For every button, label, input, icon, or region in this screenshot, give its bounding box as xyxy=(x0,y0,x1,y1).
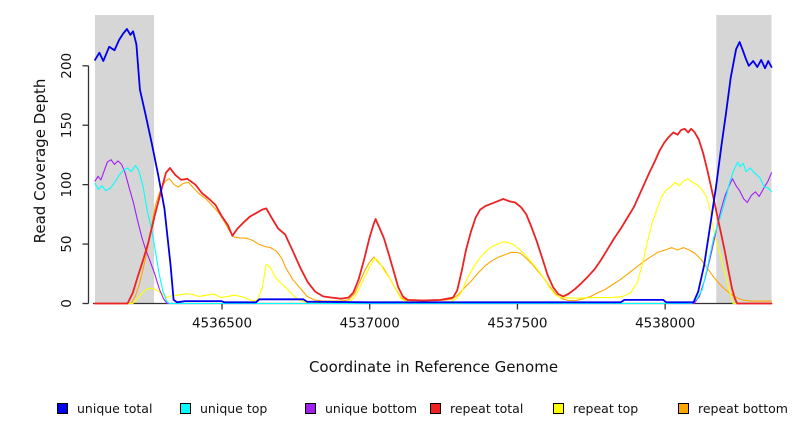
y-axis-label: Read Coverage Depth xyxy=(31,78,49,244)
legend-swatch-unique-total xyxy=(57,402,68,414)
legend-item-repeat-total: repeat total xyxy=(430,399,523,417)
series-line-unique-top xyxy=(94,161,773,305)
legend-item-unique-total: unique total xyxy=(57,399,152,417)
series-line-repeat-bottom xyxy=(94,178,773,305)
y-tick-label: 100 xyxy=(59,172,75,198)
legend-swatch-repeat-top xyxy=(553,402,564,414)
legend-swatch-repeat-bottom xyxy=(678,402,689,414)
x-tick-label: 4537500 xyxy=(487,316,547,332)
legend-label: repeat total xyxy=(450,400,524,416)
y-tick-label: 200 xyxy=(59,53,75,79)
x-tick-label: 4538000 xyxy=(635,316,695,332)
legend-label: repeat top xyxy=(573,400,639,416)
shaded-band-right xyxy=(716,15,772,304)
x-tick-label: 4536500 xyxy=(192,316,252,332)
legend-label: unique total xyxy=(77,400,153,416)
legend-swatch-repeat-total xyxy=(430,402,441,414)
legend-label: unique bottom xyxy=(325,400,418,416)
y-tick-label: 150 xyxy=(59,112,75,138)
legend-swatch-unique-bottom xyxy=(305,402,316,414)
x-axis-label: Coordinate in Reference Genome xyxy=(308,358,559,376)
series-line-unique-total xyxy=(94,28,773,304)
legend-swatch-unique-top xyxy=(180,402,191,414)
y-tick-label: 50 xyxy=(59,235,75,252)
legend: unique total unique top unique bottom repea… xyxy=(0,399,792,419)
series-line-unique-bottom xyxy=(94,159,773,305)
y-tick-label: 0 xyxy=(59,299,75,308)
series-line-repeat-top xyxy=(94,178,773,305)
legend-item-unique-bottom: unique bottom xyxy=(305,399,417,417)
x-tick-label: 4537000 xyxy=(340,316,400,332)
legend-label: unique top xyxy=(200,400,268,416)
legend-item-repeat-bottom: repeat bottom xyxy=(678,399,788,417)
legend-label: repeat bottom xyxy=(698,400,788,416)
legend-item-repeat-top: repeat top xyxy=(553,399,638,417)
legend-item-unique-top: unique top xyxy=(180,399,267,417)
series-line-repeat-total xyxy=(94,127,773,305)
